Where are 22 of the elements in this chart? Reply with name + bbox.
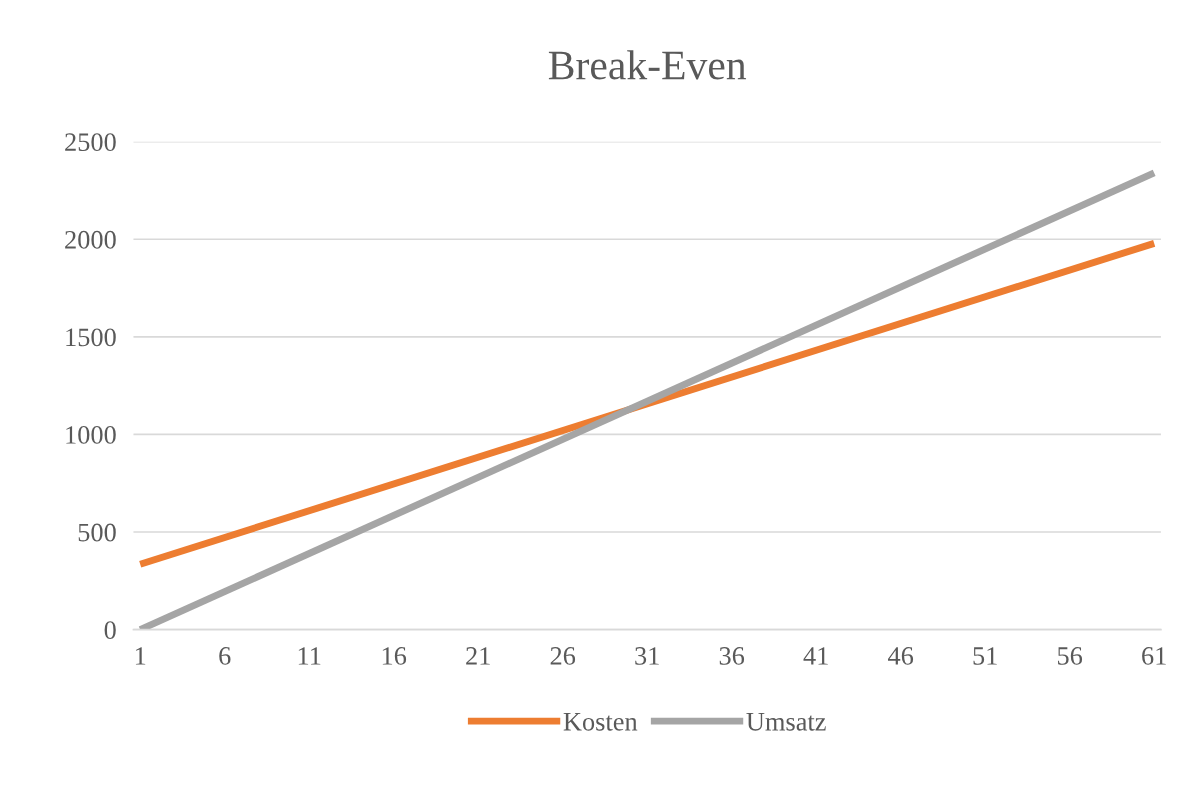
legend-label: Kosten: [563, 713, 638, 731]
y-tick-label: 2000: [65, 230, 116, 249]
x-tick-label: 31: [635, 647, 659, 665]
y-tick-label: 1000: [66, 426, 116, 444]
x-tick-label: 61: [1142, 647, 1166, 665]
chart-title: Break-Even: [548, 50, 747, 80]
x-tick-label: 46: [888, 647, 914, 665]
x-tick-label: 51: [973, 647, 997, 665]
x-tick-label: 21: [466, 647, 490, 665]
y-tick-label: 500: [78, 523, 116, 542]
x-tick-label: 36: [719, 647, 745, 665]
x-tick-label: 16: [382, 647, 407, 665]
x-tick-label: 6: [219, 647, 231, 665]
x-tick-label: 11: [298, 647, 321, 665]
x-tick-label: 1: [135, 647, 146, 665]
x-tick-label: 56: [1058, 647, 1083, 665]
legend-label: Umsatz: [746, 713, 826, 731]
x-tick-label: 41: [803, 647, 828, 665]
y-tick-label: 1500: [66, 328, 116, 347]
y-tick-label: 0: [104, 621, 116, 640]
y-tick-label: 2500: [65, 133, 116, 152]
x-tick-label: 26: [550, 647, 576, 665]
